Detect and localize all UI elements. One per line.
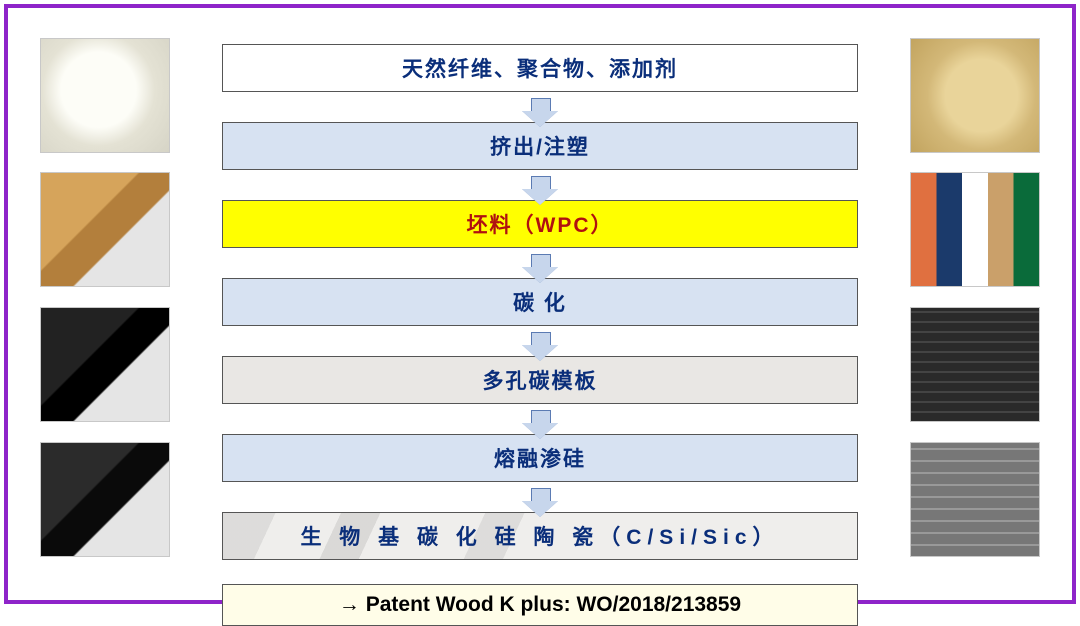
patent-footer: → Patent Wood K plus: WO/2018/213859: [222, 584, 858, 626]
step-wpc-blank: 坯料（WPC）: [222, 200, 858, 248]
black-tube-2-icon: [41, 443, 169, 556]
thumb-right-4: [910, 442, 1040, 557]
white-powder-icon: [41, 39, 169, 152]
gray-profile-icon: [911, 443, 1039, 556]
tan-tube-icon: [41, 173, 169, 286]
diagram-frame: 天然纤维、聚合物、添加剂 挤出/注塑 坯料（WPC） 碳 化 多孔碳模板 熔融渗…: [4, 4, 1076, 604]
step-porous-carbon: 多孔碳模板: [222, 356, 858, 404]
thumb-left-2: [40, 172, 170, 287]
step-extrusion: 挤出/注塑: [222, 122, 858, 170]
step-si-infiltration: 熔融渗硅: [222, 434, 858, 482]
thumb-right-3: [910, 307, 1040, 422]
thumb-right-2: [910, 172, 1040, 287]
diagram-layout: 天然纤维、聚合物、添加剂 挤出/注塑 坯料（WPC） 碳 化 多孔碳模板 熔融渗…: [22, 22, 1058, 586]
step-raw-materials: 天然纤维、聚合物、添加剂: [222, 44, 858, 92]
thumb-left-3: [40, 307, 170, 422]
process-flow: 天然纤维、聚合物、添加剂 挤出/注塑 坯料（WPC） 碳 化 多孔碳模板 熔融渗…: [222, 44, 858, 626]
wpc-shapes-icon: [911, 173, 1039, 286]
thumb-right-1: [910, 38, 1040, 153]
step-carbonization: 碳 化: [222, 278, 858, 326]
tan-powder-icon: [911, 39, 1039, 152]
black-tube-icon: [41, 308, 169, 421]
thumb-left-1: [40, 38, 170, 153]
step-sic-ceramic: 生 物 基 碳 化 硅 陶 瓷（C/Si/Sic）: [222, 512, 858, 560]
thumb-left-4: [40, 442, 170, 557]
dark-deck-icon: [911, 308, 1039, 421]
